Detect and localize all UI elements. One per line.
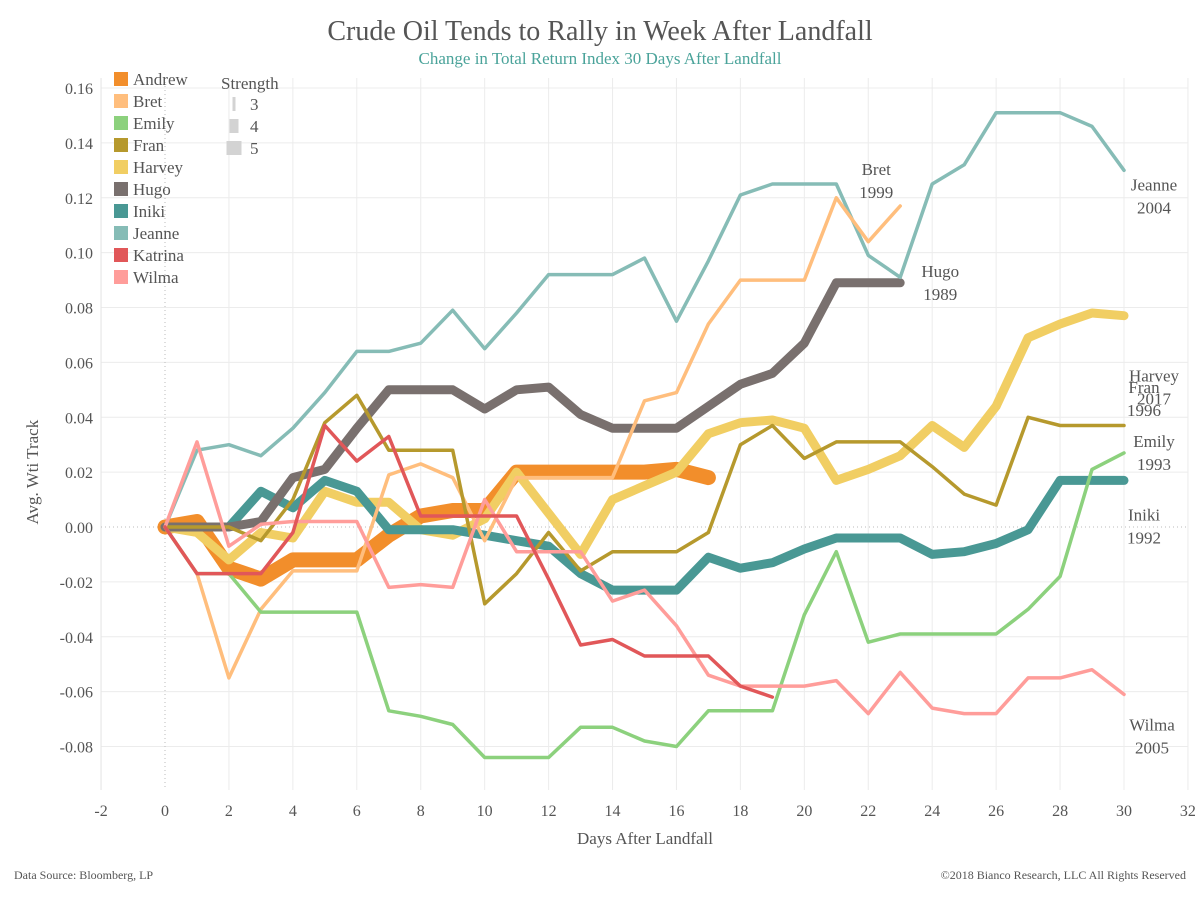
x-axis-ticks: -2 0 2 4 6 8 10 12 14 16 18 20 22 24 26 28 30 32 xyxy=(94,803,1196,820)
x-tick-label: 2 xyxy=(225,803,233,820)
end-label-year-emily: 1993 xyxy=(1137,455,1171,474)
end-labels: Bret 1999 Emily 1993 Fran 1996 Harvey 2017 Hugo 1… xyxy=(859,160,1179,757)
legend-swatch-andrew xyxy=(114,72,128,86)
strength-swatch-4 xyxy=(229,119,239,133)
end-label-year-hugo: 1989 xyxy=(923,285,957,304)
y-tick-label: -0.02 xyxy=(60,575,93,592)
legend-swatch-fran xyxy=(114,138,128,152)
y-tick-label: 0.16 xyxy=(65,81,93,98)
legend-label-bret[interactable]: Bret xyxy=(133,92,163,111)
series-line-bret[interactable] xyxy=(163,196,902,680)
series-line-andrew[interactable] xyxy=(157,461,716,587)
legend-label-hugo[interactable]: Hugo xyxy=(133,180,171,199)
end-label-fran: Fran xyxy=(1128,378,1160,397)
x-tick-label: 22 xyxy=(860,803,876,820)
x-axis-title: Days After Landfall xyxy=(577,829,713,848)
y-tick-label: 0.06 xyxy=(65,355,93,372)
y-tick-label: -0.06 xyxy=(60,685,93,702)
legend-label-emily[interactable]: Emily xyxy=(133,114,175,133)
end-label-wilma: Wilma xyxy=(1129,715,1175,734)
strength-legend: Strength 3 4 5 xyxy=(221,74,279,158)
end-label-year-bret: 1999 xyxy=(859,183,893,202)
copyright: ©2018 Bianco Research, LLC All Rights Re… xyxy=(940,868,1186,882)
end-label-emily: Emily xyxy=(1133,432,1175,451)
legend-swatch-wilma xyxy=(114,270,128,284)
legend-swatch-jeanne xyxy=(114,226,128,240)
end-label-iniki: Iniki xyxy=(1128,505,1160,524)
data-source: Data Source: Bloomberg, LP xyxy=(14,868,154,882)
x-tick-label: 4 xyxy=(289,803,297,820)
x-tick-label: 14 xyxy=(605,803,621,820)
legend-swatch-hugo xyxy=(114,182,128,196)
strength-label-5: 5 xyxy=(250,139,259,158)
series-line-hugo[interactable] xyxy=(160,278,905,532)
legend-swatch-emily xyxy=(114,116,128,130)
y-tick-label: 0.10 xyxy=(65,246,93,263)
legend-label-iniki[interactable]: Iniki xyxy=(133,202,165,221)
series-line-fran[interactable] xyxy=(163,393,1126,606)
strength-legend-title: Strength xyxy=(221,74,279,93)
series-line-katrina[interactable] xyxy=(163,423,775,699)
end-label-year-jeanne: 2004 xyxy=(1137,198,1172,217)
chart-title: Crude Oil Tends to Rally in Week After L… xyxy=(327,16,873,47)
series-line-emily[interactable] xyxy=(163,451,1126,760)
legend-swatch-harvey xyxy=(114,160,128,174)
legend-label-andrew[interactable]: Andrew xyxy=(133,70,188,89)
y-tick-label: -0.04 xyxy=(60,630,93,647)
x-tick-label: 10 xyxy=(477,803,493,820)
x-tick-label: -2 xyxy=(94,803,107,820)
end-label-hugo: Hugo xyxy=(921,262,959,281)
end-label-year-harvey: 2017 xyxy=(1137,390,1172,409)
y-axis-title: Avg. Wti Track xyxy=(23,419,42,524)
series-line-jeanne[interactable] xyxy=(163,110,1126,529)
legend-swatch-bret xyxy=(114,94,128,108)
strength-label-4: 4 xyxy=(250,117,259,136)
y-tick-label: 0.12 xyxy=(65,191,93,208)
x-tick-label: 6 xyxy=(353,803,361,820)
x-tick-label: 16 xyxy=(668,803,684,820)
chart-subtitle: Change in Total Return Index 30 Days Aft… xyxy=(418,49,782,68)
x-tick-label: 20 xyxy=(796,803,812,820)
x-tick-label: 26 xyxy=(988,803,1004,820)
series-line-iniki[interactable] xyxy=(160,475,1129,595)
x-tick-label: 18 xyxy=(732,803,748,820)
series-line-wilma[interactable] xyxy=(163,440,1126,716)
legend-label-wilma[interactable]: Wilma xyxy=(133,268,179,287)
x-tick-label: 28 xyxy=(1052,803,1068,820)
x-tick-label: 8 xyxy=(417,803,425,820)
legend-label-fran[interactable]: Fran xyxy=(133,136,165,155)
end-label-jeanne: Jeanne xyxy=(1131,175,1177,194)
end-label-harvey: Harvey xyxy=(1129,367,1180,386)
end-label-year-wilma: 2005 xyxy=(1135,738,1169,757)
y-tick-label: -0.08 xyxy=(60,740,93,757)
legend-label-katrina[interactable]: Katrina xyxy=(133,246,184,265)
y-tick-label: 0.02 xyxy=(65,465,93,482)
x-tick-label: 12 xyxy=(541,803,557,820)
x-tick-label: 30 xyxy=(1116,803,1132,820)
legend-label-harvey[interactable]: Harvey xyxy=(133,158,184,177)
y-tick-label: 0.00 xyxy=(65,520,93,537)
x-tick-label: 0 xyxy=(161,803,169,820)
legend-label-jeanne[interactable]: Jeanne xyxy=(133,224,179,243)
series-line-harvey[interactable] xyxy=(160,308,1129,565)
x-tick-label: 24 xyxy=(924,803,940,820)
zero-reference-lines xyxy=(101,78,1188,790)
strength-swatch-3 xyxy=(232,97,236,111)
end-label-bret: Bret xyxy=(862,160,892,179)
y-axis-ticks: -0.08 -0.06 -0.04 -0.02 0.00 0.02 0.04 0.06 0.08… xyxy=(60,81,93,757)
end-label-year-fran: 1996 xyxy=(1127,401,1161,420)
y-tick-label: 0.08 xyxy=(65,301,93,318)
x-tick-label: 32 xyxy=(1180,803,1196,820)
gridlines xyxy=(100,78,1189,790)
series-lines xyxy=(157,110,1129,760)
end-label-year-iniki: 1992 xyxy=(1127,528,1161,547)
legend-swatch-iniki xyxy=(114,204,128,218)
legend-swatch-katrina xyxy=(114,248,128,262)
strength-swatch-5 xyxy=(226,141,242,155)
y-tick-label: 0.14 xyxy=(65,136,93,153)
strength-label-3: 3 xyxy=(250,95,259,114)
color-legend: Andrew Bret Emily Fran Harvey Hugo Iniki Jeanne… xyxy=(114,70,188,287)
y-tick-label: 0.04 xyxy=(65,410,93,427)
